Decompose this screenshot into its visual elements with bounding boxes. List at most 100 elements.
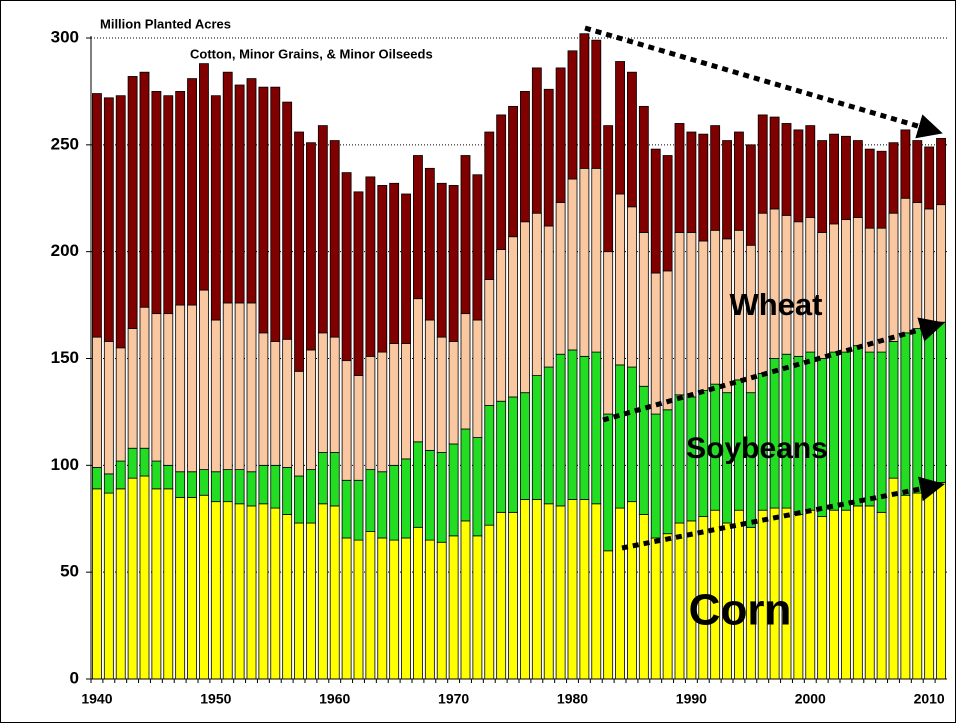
bar-segment	[603, 550, 614, 680]
bar-segment	[520, 499, 530, 680]
bar-segment	[924, 323, 935, 492]
bar-segment	[341, 537, 352, 680]
bar-segment	[650, 537, 661, 680]
bar-segment	[615, 507, 625, 680]
bar-segment	[520, 221, 530, 394]
bar-segment	[294, 370, 304, 477]
x-tick-label: 2000	[795, 691, 826, 707]
bar-segment	[317, 125, 328, 334]
bar-segment	[329, 336, 340, 453]
bar-segment	[103, 341, 114, 475]
bar-segment	[567, 178, 578, 351]
bar-segment	[115, 95, 126, 349]
bar-segment	[841, 509, 851, 680]
bar-segment	[448, 341, 459, 445]
bar-segment	[638, 105, 649, 233]
bar-segment	[448, 535, 459, 680]
bar-segment	[424, 539, 435, 680]
bar-segment	[936, 482, 946, 680]
bar-segment	[603, 125, 614, 253]
bar-segment	[829, 223, 839, 353]
bar-segment	[341, 479, 352, 539]
bar-segment	[92, 336, 102, 468]
bar-segment	[531, 375, 542, 500]
series-label: Cotton, Minor Grains, & Minor Oilseeds	[190, 46, 433, 61]
bar-segment	[924, 146, 935, 210]
bar-segment	[638, 514, 649, 680]
bar-segment	[472, 319, 483, 438]
bar-segment	[603, 413, 614, 552]
bar-segment	[662, 409, 673, 535]
bar-segment	[781, 123, 792, 216]
bar-segment	[127, 447, 138, 479]
bar-segment	[306, 522, 316, 680]
bar-segment	[472, 437, 483, 537]
bar-segment	[496, 249, 507, 402]
bar-segment	[876, 351, 887, 513]
bar-segment	[805, 217, 816, 353]
bar-segment	[710, 125, 721, 231]
bar-segment	[163, 488, 174, 680]
bar-segment	[924, 490, 935, 680]
bar-segment	[662, 270, 673, 411]
bar-segment	[413, 298, 423, 443]
y-tick-label: 50	[60, 562, 79, 581]
bar-segment	[103, 473, 114, 494]
bar-segment	[306, 469, 316, 524]
bar-segment	[389, 539, 400, 680]
bar-segment	[555, 67, 566, 203]
bar-segment	[317, 452, 328, 505]
bar-segment	[294, 522, 304, 680]
bar-segment	[924, 208, 935, 325]
bar-segment	[460, 313, 471, 430]
bar-segment	[175, 91, 186, 306]
bar-segment	[199, 63, 209, 291]
bar-segment	[627, 206, 637, 368]
bar-segment	[531, 67, 542, 214]
bar-segment	[769, 116, 780, 210]
series-label: Soybeans	[686, 432, 828, 465]
bar-segment	[817, 516, 828, 680]
bar-segment	[317, 332, 328, 453]
bar-segment	[781, 214, 792, 355]
bar-segment	[341, 172, 352, 362]
bar-segment	[92, 488, 102, 680]
bar-segment	[650, 272, 661, 415]
bar-segment	[258, 503, 269, 680]
bar-segment	[734, 131, 744, 231]
series-label: Corn	[689, 586, 792, 635]
bar-segment	[377, 471, 388, 539]
bar-segment	[579, 167, 590, 357]
bar-segment	[841, 219, 851, 353]
bar-segment	[151, 488, 162, 680]
bar-segment	[317, 503, 328, 680]
bar-segment	[389, 182, 400, 344]
bar-segment	[448, 443, 459, 537]
bar-segment	[829, 133, 839, 225]
bar-segment	[484, 131, 495, 280]
bar-segment	[401, 537, 411, 680]
bar-segment	[199, 469, 209, 496]
bar-segment	[555, 202, 566, 355]
bar-segment	[650, 148, 661, 274]
bar-segment	[353, 191, 364, 376]
bar-segment	[876, 150, 887, 229]
bar-segment	[270, 507, 281, 680]
bar-segment	[543, 88, 554, 227]
bar-segment	[710, 229, 721, 385]
bar-segment	[127, 76, 138, 329]
bar-segment	[294, 131, 304, 372]
bar-segment	[175, 304, 186, 473]
bar-segment	[436, 182, 447, 338]
bar-segment	[199, 289, 209, 471]
bar-segment	[674, 522, 685, 680]
bar-segment	[496, 114, 507, 250]
bar-segment	[579, 499, 590, 680]
bar-segment	[163, 95, 174, 315]
bar-segment	[722, 140, 732, 240]
bar-segment	[674, 394, 685, 524]
bar-segment	[520, 392, 530, 500]
bar-segment	[377, 185, 388, 353]
x-tick-label: 1980	[557, 691, 588, 707]
bar-segment	[591, 167, 602, 353]
